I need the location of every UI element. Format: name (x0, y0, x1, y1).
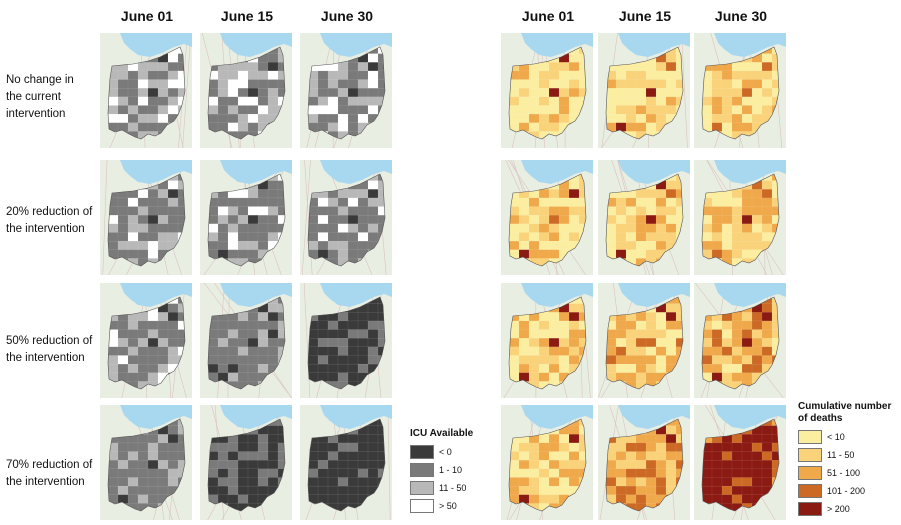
deaths-map-r1-c2 (598, 33, 690, 148)
right-col-header-1: June 01 (521, 8, 575, 24)
icu-legend-item: 11 - 50 (410, 479, 473, 497)
right-col-header-2: June 15 (618, 8, 672, 24)
icu-map-r3-c3 (300, 283, 392, 398)
icu-legend-label: < 0 (439, 447, 452, 457)
deaths-map-r4-c3 (694, 405, 786, 520)
icu-legend-item: > 50 (410, 497, 473, 515)
deaths-legend-item: 11 - 50 (798, 446, 898, 464)
row-label-1: No change in the current intervention (6, 74, 74, 120)
icu-map-r3-c2 (200, 283, 292, 398)
deaths-map-r4-c1 (501, 405, 593, 520)
icu-map-r2-c2 (200, 160, 292, 275)
icu-legend: ICU Available < 0 1 - 10 11 - 50 > 50 (410, 428, 473, 515)
deaths-legend-label: < 10 (827, 432, 845, 442)
icu-legend-swatch (410, 499, 434, 513)
deaths-map-r2-c1 (501, 160, 593, 275)
deaths-legend-swatch (798, 466, 822, 480)
deaths-legend-swatch (798, 502, 822, 516)
deaths-map-r2-c2 (598, 160, 690, 275)
icu-map-r3-c1 (100, 283, 192, 398)
deaths-legend-label: 11 - 50 (827, 450, 855, 460)
deaths-legend-title: Cumulative number of deaths (798, 401, 892, 424)
right-col-header-3: June 30 (714, 8, 768, 24)
left-col-header-2: June 15 (220, 8, 274, 24)
icu-map-r1-c2 (200, 33, 292, 148)
row-label-4: 70% reduction of the intervention (6, 459, 93, 488)
deaths-map-r1-c3 (694, 33, 786, 148)
icu-map-r1-c1 (100, 33, 192, 148)
icu-legend-swatch (410, 463, 434, 477)
icu-legend-item: < 0 (410, 443, 473, 461)
deaths-legend-swatch (798, 484, 822, 498)
row-label-3: 50% reduction of the intervention (6, 335, 93, 364)
icu-map-r1-c3 (300, 33, 392, 148)
deaths-map-r2-c3 (694, 160, 786, 275)
icu-legend-item: 1 - 10 (410, 461, 473, 479)
deaths-map-r3-c2 (598, 283, 690, 398)
icu-map-r4-c2 (200, 405, 292, 520)
deaths-legend-item: > 200 (798, 500, 898, 518)
icu-legend-label: 11 - 50 (439, 483, 467, 493)
icu-map-r4-c3 (300, 405, 392, 520)
deaths-map-r3-c1 (501, 283, 593, 398)
icu-legend-label: 1 - 10 (439, 465, 463, 475)
deaths-map-r4-c2 (598, 405, 690, 520)
icu-legend-label: > 50 (439, 501, 457, 511)
left-col-header-1: June 01 (120, 8, 174, 24)
deaths-legend-label: 101 - 200 (827, 486, 866, 496)
deaths-legend-item: < 10 (798, 428, 898, 446)
deaths-legend-label: > 200 (827, 504, 850, 514)
icu-legend-title: ICU Available (410, 428, 474, 439)
icu-map-r2-c3 (300, 160, 392, 275)
deaths-legend-label: 51 - 100 (827, 468, 861, 478)
deaths-legend-swatch (798, 430, 822, 444)
icu-map-r4-c1 (100, 405, 192, 520)
deaths-legend-item: 51 - 100 (798, 464, 898, 482)
deaths-legend-swatch (798, 448, 822, 462)
icu-legend-swatch (410, 481, 434, 495)
deaths-map-r3-c3 (694, 283, 786, 398)
deaths-legend: Cumulative number of deaths < 10 11 - 50 5… (798, 401, 898, 518)
deaths-legend-item: 101 - 200 (798, 482, 898, 500)
icu-legend-swatch (410, 445, 434, 459)
icu-map-r2-c1 (100, 160, 192, 275)
deaths-map-r1-c1 (501, 33, 593, 148)
left-col-header-3: June 30 (320, 8, 374, 24)
row-label-2: 20% reduction of the intervention (6, 206, 93, 235)
